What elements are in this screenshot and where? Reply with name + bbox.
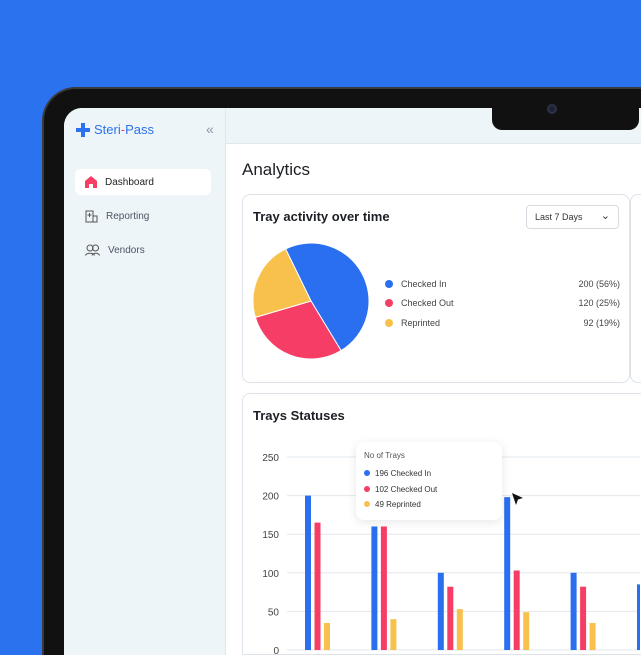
bar-checked-in[interactable] [570,572,577,650]
legend-dot [385,319,393,327]
legend-item: Reprinted 92 (19%) [385,318,620,328]
sidebar-item-reporting[interactable]: Reporting [75,203,211,229]
bar-checked-in[interactable] [637,584,640,650]
bar-reprinted[interactable] [456,609,463,650]
pie-slice-checked-out[interactable] [254,300,342,360]
sidebar-item-dashboard[interactable]: Dashboard [75,169,211,195]
logo-dash: - [120,122,126,137]
page-title: Analytics [242,160,311,179]
tooltip-row: 49 Reprinted [364,500,421,509]
legend-dot [385,280,393,288]
logo-icon [76,122,90,137]
tooltip-row: 102 Checked Out [364,485,437,494]
pie-chart [252,242,370,360]
logo-text: Steri [94,122,121,137]
logo-text-suffix: Pass [125,122,154,137]
bar-checked-in[interactable] [504,497,511,650]
tray-statuses-card: Trays Statuses 0 50 100 150 200 250 [242,393,641,655]
camera-notch [492,106,639,130]
y-tick-label: 50 [268,607,280,618]
bar-checked-out[interactable] [513,570,520,650]
sidebar-item-label: Dashboard [105,176,154,188]
tooltip-title: No of Trays [364,451,405,460]
sidebar: Steri-Pass « Dashboard Reporting Vendors [64,108,226,655]
logo[interactable]: Steri-Pass [76,122,154,137]
date-range-value: Last 7 Days [535,212,583,222]
camera-icon [547,104,557,114]
users-icon [85,244,100,256]
y-tick-label: 250 [262,453,279,464]
pie-slice-reprinted[interactable] [252,248,312,318]
side-card [630,194,641,383]
bar-reprinted[interactable] [523,612,530,650]
sidebar-item-label: Vendors [108,244,145,256]
chart-tooltip: No of Trays 196 Checked In 102 Checked O… [356,442,502,520]
screen: Steri-Pass « Dashboard Reporting Vendors… [64,108,641,655]
bar-checked-in[interactable] [371,526,378,650]
bar-reprinted[interactable] [390,619,397,650]
y-tick-label: 200 [262,492,279,503]
legend-dot [385,299,393,307]
bar-checked-out[interactable] [380,526,387,650]
legend-item: Checked Out 120 (25%) [385,298,620,308]
card-title: Trays Statuses [253,408,345,423]
mouse-cursor-icon [512,493,523,505]
y-tick-label: 100 [262,569,279,580]
tooltip-row: 196 Checked In [364,469,431,478]
legend-item: Checked In 200 (56%) [385,279,620,289]
date-range-dropdown[interactable]: Last 7 Days ⌄ [526,205,619,229]
pie-slice-checked-in[interactable] [284,242,370,352]
bar-reprinted[interactable] [589,622,596,650]
y-tick-label: 0 [273,646,279,654]
bar-checked-out[interactable] [580,586,587,650]
chevron-down-icon: ⌄ [600,210,610,222]
bar-checked-in[interactable] [437,572,444,650]
tray-activity-card: Tray activity over time Last 7 Days ⌄ Che… [242,194,630,383]
card-title: Tray activity over time [253,209,390,224]
sidebar-item-label: Reporting [106,210,150,222]
home-icon [85,176,97,188]
bar-checked-out[interactable] [447,586,454,650]
bar-reprinted[interactable] [324,622,330,650]
y-tick-label: 150 [262,530,279,541]
sidebar-item-vendors[interactable]: Vendors [75,237,211,263]
collapse-sidebar-icon[interactable]: « [206,121,214,137]
bar-checked-out[interactable] [314,522,321,650]
bar-checked-in[interactable] [305,495,311,650]
hospital-icon [85,210,98,222]
